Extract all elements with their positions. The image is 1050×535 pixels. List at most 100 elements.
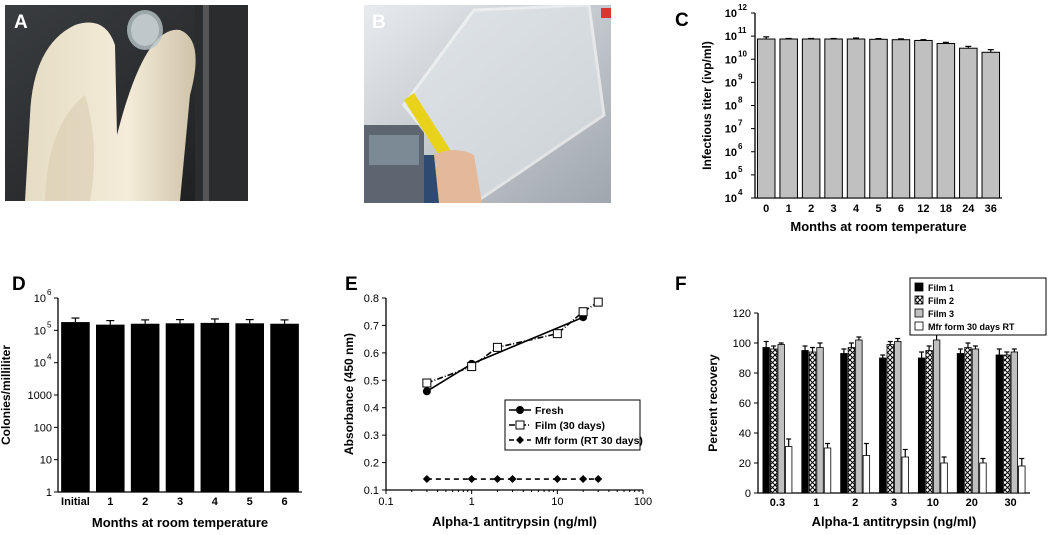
d-bar: [130, 323, 160, 492]
d-x-tick-label: 3: [177, 496, 183, 508]
c-bar: [891, 39, 911, 199]
f-bar-series-0: [762, 347, 770, 494]
f-bar-series-3: [940, 462, 948, 494]
e-legend-label: Film (30 days): [535, 420, 605, 432]
c-bar: [846, 38, 866, 199]
f-legend-label: Film 3: [928, 309, 954, 319]
e-series-line-1: [426, 301, 599, 384]
f-bar-series-3: [823, 447, 832, 494]
d-y-tick-label: 10: [34, 293, 46, 305]
panel-label-c: C: [675, 10, 689, 31]
c-bar: [914, 39, 933, 199]
e-point-mfr: [553, 475, 562, 484]
f-y-tick-label: 60: [739, 398, 751, 410]
f-bar-series-0: [879, 357, 887, 494]
e-y-tick-label: 0.4: [364, 403, 379, 415]
e-point-film: [492, 342, 502, 352]
d-bar: [200, 322, 230, 492]
gloved-hand-holding-film-image: [5, 5, 248, 201]
e-y-tick-label: 0.8: [364, 293, 379, 305]
f-bar-series-2: [1010, 351, 1018, 494]
c-y-tick-label: 10: [725, 8, 737, 20]
d-bar: [165, 323, 195, 492]
d-bar: [61, 322, 90, 492]
chart-e-absorbance: 0.1 0.2 0.3 0.4 0.5 0.6 0.7 0.8 0.1 1 10 100 Fresh Fi…: [342, 293, 652, 529]
f-bar-series-0: [995, 354, 1003, 494]
d-y-tick-label: 100: [34, 422, 52, 434]
c-bar: [824, 38, 843, 199]
e-legend-box: [504, 399, 641, 451]
f-y-tick-label: 20: [739, 458, 751, 470]
f-bar-series-1: [886, 344, 894, 494]
d-x-tick-label: 2: [142, 496, 148, 508]
c-x-tick-label: 3: [831, 203, 837, 215]
panel-label-a: A: [14, 12, 28, 33]
f-bar-series-3: [901, 456, 909, 494]
c-x-tick-label: 0: [763, 203, 769, 215]
hand-holding-square-film-image: [364, 5, 611, 203]
f-bar-series-1: [964, 347, 972, 494]
e-legend-marker: [515, 420, 525, 430]
f-bar-series-2: [971, 348, 980, 494]
e-y-tick-label: 0.6: [364, 348, 379, 360]
c-x-tick-label: 1: [786, 203, 792, 215]
c-y-tick-label: 10: [725, 193, 737, 205]
c-y-tick-exponent: 9: [738, 72, 743, 81]
c-x-tick-label: 4: [853, 203, 860, 215]
f-x-tick-label: 30: [1004, 497, 1016, 509]
e-point-film: [593, 297, 603, 307]
c-y-tick-exponent: 10: [738, 49, 747, 58]
c-x-tick-label: 24: [962, 203, 975, 215]
d-y-axis-label: Colonies/milliliter: [0, 345, 13, 445]
e-point-fresh: [422, 387, 431, 396]
d-bar: [270, 323, 299, 492]
f-legend-swatch: [914, 308, 924, 318]
c-x-tick-label: 12: [917, 203, 929, 215]
c-y-tick-label: 10: [725, 124, 737, 136]
d-y-tick-label: 10: [40, 455, 52, 467]
f-legend-label: Film 2: [928, 296, 954, 306]
e-point-film: [422, 378, 432, 388]
f-bar-series-3: [862, 455, 871, 494]
f-bar-series-0: [801, 350, 809, 494]
e-legend-marker: [516, 406, 524, 414]
c-bar: [779, 38, 798, 199]
photo-panel-b: [364, 5, 611, 203]
e-x-tick-label: 1: [469, 496, 475, 508]
f-bar-series-1: [925, 350, 933, 494]
f-x-tick-label: 3: [891, 497, 897, 509]
d-y-tick-exponent: 4: [47, 353, 52, 362]
panel-label-b: B: [372, 12, 386, 33]
photo-panel-a: [5, 5, 248, 201]
d-y-tick-label: 10: [34, 325, 46, 337]
e-point-mfr: [422, 475, 431, 484]
c-bar: [869, 38, 888, 199]
c-y-tick-exponent: 11: [738, 26, 747, 35]
e-point-mfr: [467, 475, 476, 484]
f-bar-series-2: [777, 344, 785, 494]
c-y-tick-exponent: 8: [738, 96, 743, 105]
d-x-tick-label: 1: [107, 496, 113, 508]
f-y-tick-label: 100: [733, 338, 751, 350]
f-legend-swatch: [914, 282, 924, 292]
e-x-tick-label: 100: [634, 496, 652, 508]
c-y-tick-label: 10: [725, 147, 737, 159]
e-point-mfr: [493, 475, 502, 484]
c-bar: [936, 42, 956, 199]
c-y-tick-label: 10: [725, 170, 737, 182]
e-y-tick-label: 0.7: [364, 320, 379, 332]
f-x-tick-label: 2: [852, 497, 858, 509]
panel-label-d: D: [12, 274, 26, 295]
f-bar-series-1: [808, 351, 817, 494]
c-bar: [801, 38, 821, 199]
e-point-mfr: [579, 475, 588, 484]
f-bar-series-3: [1018, 465, 1026, 494]
c-bar: [981, 51, 1001, 199]
d-x-tick-label: 6: [282, 496, 288, 508]
f-x-tick-label: 20: [966, 497, 978, 509]
c-x-tick-label: 2: [808, 203, 814, 215]
d-y-tick-label: 1: [46, 487, 52, 499]
c-y-tick-exponent: 7: [738, 119, 743, 128]
